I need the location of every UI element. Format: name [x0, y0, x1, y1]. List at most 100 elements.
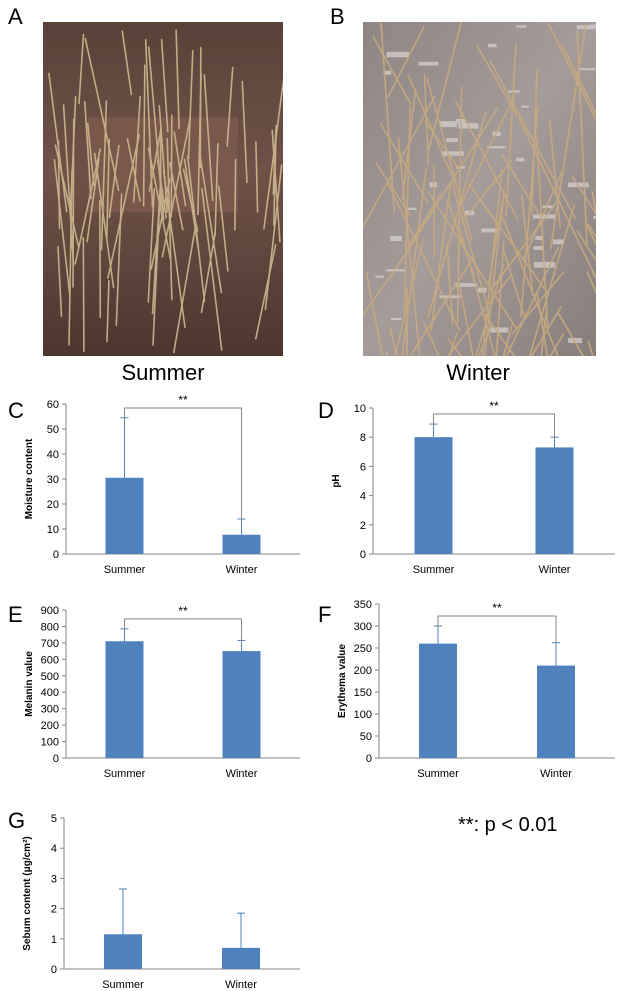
hair-strand — [372, 35, 412, 105]
y-axis-label: Erythema value — [337, 644, 348, 718]
hair-strand — [271, 129, 281, 243]
y-axis-label: pH — [331, 474, 342, 487]
y-tick-label: 800 — [41, 621, 59, 633]
significance-marker: ** — [178, 604, 188, 618]
hair-strand — [561, 43, 596, 116]
significance-note: **: p < 0.01 — [458, 814, 558, 836]
significance-bracket — [124, 618, 242, 643]
bar-summer — [414, 437, 453, 554]
hair-strand — [540, 313, 547, 356]
hair-strand — [387, 26, 425, 98]
hair-strand — [158, 104, 168, 213]
hair-strand — [401, 92, 416, 200]
hair-strand — [430, 183, 452, 331]
hair-strand — [428, 22, 462, 151]
hair-strand — [144, 38, 154, 208]
hair-strand — [84, 37, 120, 191]
y-tick-label: 6 — [360, 461, 366, 473]
skin-flake — [593, 215, 596, 219]
hair-strand — [115, 193, 123, 327]
hair-strand — [389, 325, 398, 356]
hair-strand — [365, 272, 384, 356]
hair-strand — [505, 43, 517, 217]
hair-strand — [273, 124, 277, 227]
panel-label-e: E — [8, 602, 23, 627]
y-tick-label: 350 — [354, 599, 372, 611]
hair-strand — [255, 141, 259, 213]
y-tick-label: 0 — [366, 753, 372, 765]
hair-strand — [132, 95, 141, 203]
y-axis-label: Moisture content — [24, 438, 35, 519]
hair-strand — [458, 96, 515, 209]
winter-skin-photo — [363, 22, 596, 356]
skin-flake — [375, 275, 384, 278]
hair-strand — [536, 137, 549, 328]
hair-strand — [489, 60, 577, 220]
hair-strand — [234, 158, 237, 231]
hair-strand — [477, 323, 493, 356]
summer-caption: Summer — [121, 360, 205, 385]
hair-strand — [505, 247, 559, 356]
skin-flake — [446, 138, 458, 143]
hair-strand — [447, 203, 476, 278]
hair-strand — [501, 216, 559, 356]
skin-flake — [521, 105, 529, 108]
hair-strand — [106, 279, 110, 343]
hair-strand — [147, 188, 156, 303]
hair-strand — [200, 231, 217, 314]
skin-flake — [533, 246, 543, 250]
y-tick-label: 50 — [360, 731, 372, 743]
skin-flake — [535, 235, 544, 240]
skin-flake — [418, 61, 439, 66]
hair-strand — [591, 190, 596, 217]
panel-label-b: B — [330, 4, 345, 29]
hair-strand — [197, 72, 202, 216]
hair-strand — [448, 332, 458, 356]
skin-flake — [490, 327, 509, 333]
hair-strand — [62, 104, 75, 267]
y-tick-label: 0 — [51, 964, 57, 976]
skin-flake — [439, 295, 461, 299]
y-tick-label: 8 — [360, 432, 366, 444]
hair-strand — [522, 170, 563, 261]
panel-label-c: C — [8, 398, 24, 423]
skin-flake — [481, 228, 498, 233]
hair-strand — [203, 73, 214, 202]
winter-skin-photo-art — [363, 22, 596, 356]
skin-flake — [386, 269, 405, 272]
bar-summer — [419, 643, 457, 758]
skin-flake — [487, 146, 506, 149]
significance-marker: ** — [178, 393, 188, 407]
skin-flake — [441, 151, 464, 156]
y-tick-label: 0 — [53, 753, 59, 765]
y-tick-label: 1 — [51, 934, 57, 946]
hair-strand — [585, 222, 596, 247]
y-tick-label: 4 — [360, 491, 366, 503]
y-tick-label: 0 — [53, 549, 59, 561]
hair-strand — [427, 191, 518, 331]
hair-strand — [530, 69, 538, 216]
y-tick-label: 5 — [51, 813, 57, 825]
skin-flake — [516, 25, 527, 28]
y-tick-label: 30 — [47, 474, 59, 486]
y-tick-label: 200 — [41, 720, 59, 732]
x-tick-label-winter: Winter — [540, 768, 572, 780]
x-tick-label-summer: Summer — [104, 564, 146, 576]
significance-marker: ** — [492, 601, 502, 615]
skin-flake — [383, 70, 392, 75]
skin-flake — [579, 68, 596, 71]
hair-strand — [147, 46, 165, 221]
x-tick-label-winter: Winter — [226, 768, 258, 780]
hair-strand — [264, 164, 283, 311]
hair-strand — [162, 169, 186, 329]
y-tick-label: 100 — [354, 709, 372, 721]
summer-skin-photo — [43, 22, 283, 356]
hair-strand — [214, 142, 219, 237]
hair-strand — [255, 244, 277, 340]
hair-strand — [424, 121, 461, 170]
skin-flake — [407, 207, 417, 210]
skin-flake — [542, 205, 555, 208]
hair-strand — [86, 158, 100, 243]
y-tick-label: 4 — [51, 843, 57, 855]
hair-strand — [198, 151, 223, 294]
